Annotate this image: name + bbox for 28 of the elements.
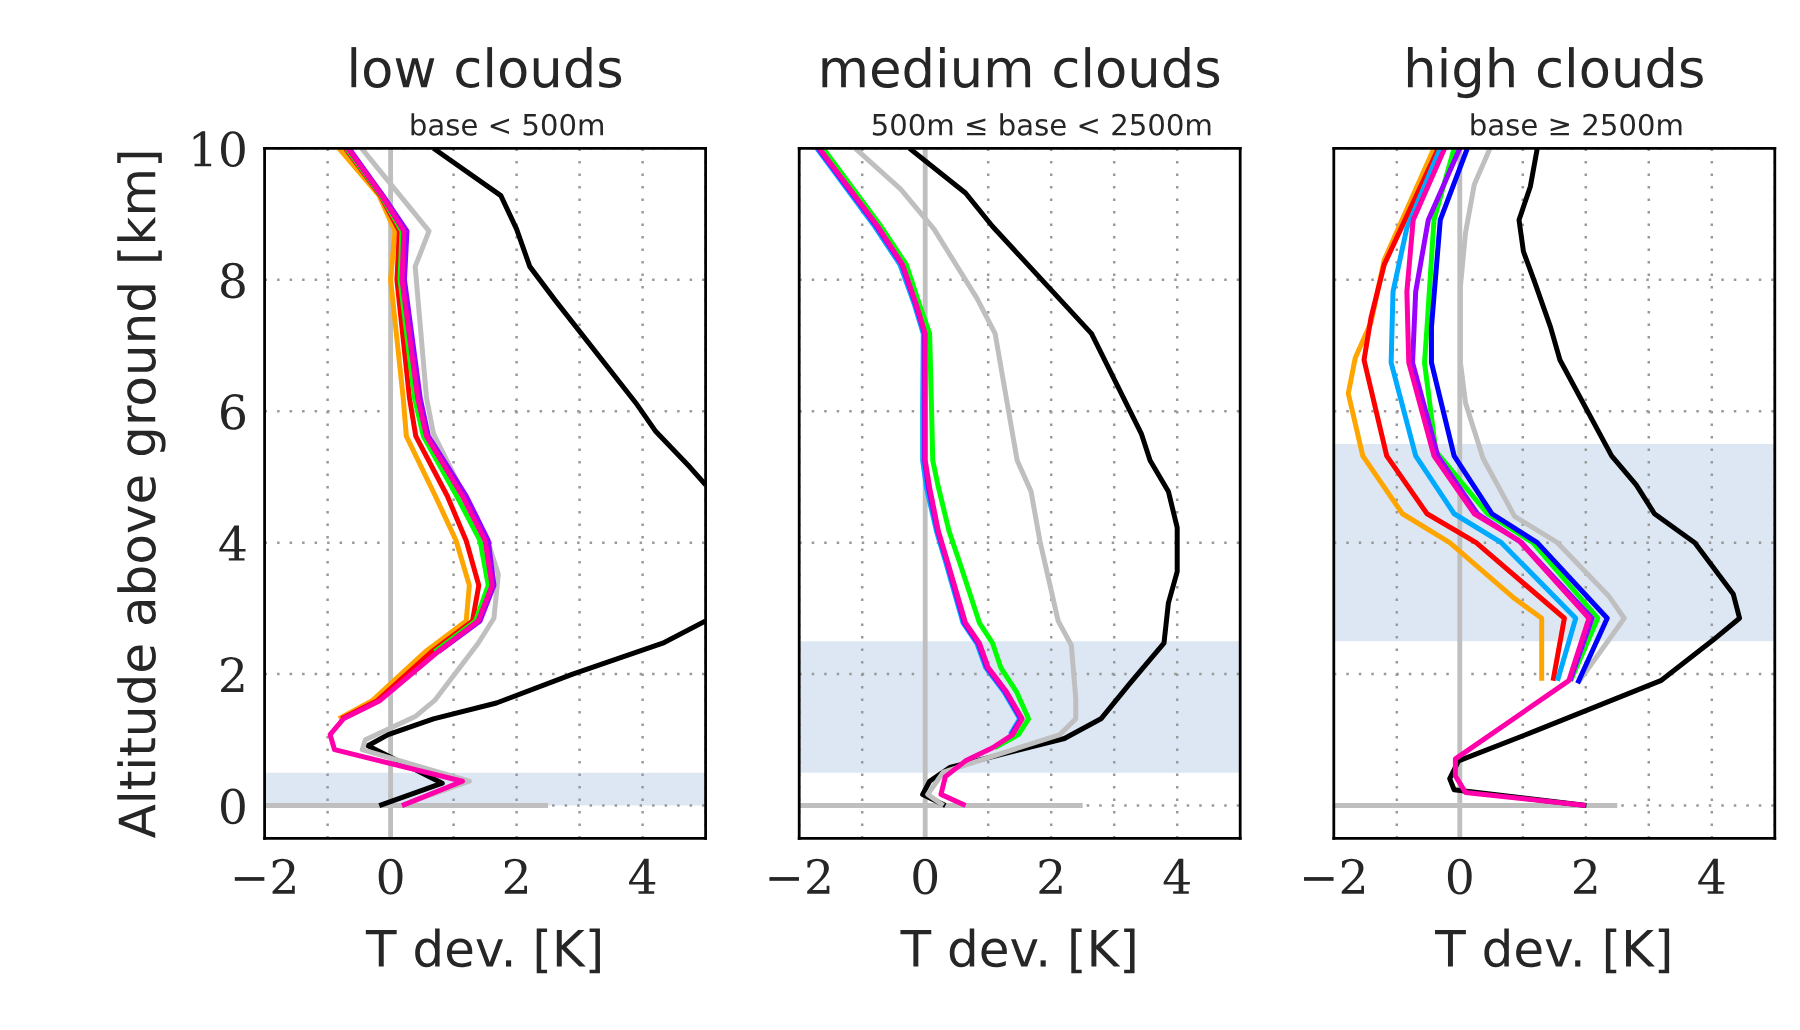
x-tick-label: 2 xyxy=(504,858,527,894)
chart-title: medium clouds xyxy=(822,47,1220,88)
x-tick-label: 4 xyxy=(1163,858,1190,894)
x-tick-label: 2 xyxy=(1573,858,1597,894)
x-tick-label: −2 xyxy=(769,858,830,894)
y-tick-label: 0 xyxy=(221,788,245,825)
x-tick-label: 0 xyxy=(913,858,938,895)
y-axis-title: Altitude above ground [km] xyxy=(117,152,166,838)
chart-title: high clouds xyxy=(1407,47,1703,99)
x-axis-title: T dev. [K] xyxy=(365,928,600,974)
chart-title: low clouds xyxy=(351,47,622,88)
chart-subtitle: base < 500m xyxy=(411,113,603,136)
x-tick-label: 0 xyxy=(1447,858,1472,895)
y-tick-label: 6 xyxy=(221,394,245,430)
chart-subtitle: 500m ≤ base < 2500m xyxy=(872,113,1211,136)
x-tick-label: 4 xyxy=(629,858,656,894)
x-tick-label: 2 xyxy=(1039,858,1062,894)
y-tick-label: 2 xyxy=(221,657,244,693)
y-tick-label: 8 xyxy=(221,262,245,299)
x-tick-label: −2 xyxy=(1303,858,1364,894)
y-tick-label: 10 xyxy=(193,131,245,167)
x-tick-label: −2 xyxy=(234,858,295,894)
x-axis-title: T dev. [K] xyxy=(900,928,1135,974)
x-tick-label: 4 xyxy=(1698,858,1725,894)
x-tick-label: 0 xyxy=(378,858,403,895)
chart-subtitle: base ≥ 2500m xyxy=(1471,113,1682,136)
y-tick-label: 4 xyxy=(219,525,246,561)
x-axis-title: T dev. [K] xyxy=(1435,928,1670,974)
